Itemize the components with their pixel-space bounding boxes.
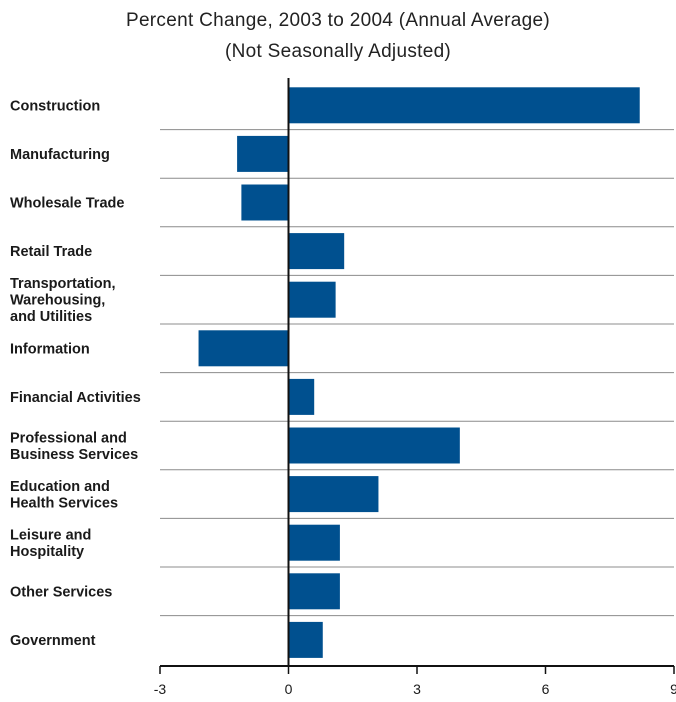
category-label: Other Services: [10, 584, 112, 600]
bar: [288, 573, 340, 610]
category-label: Manufacturing: [10, 147, 110, 163]
x-tick-label: 9: [670, 681, 676, 697]
chart-subtitle: (Not Seasonally Adjusted): [224, 41, 452, 62]
category-label: Information: [10, 341, 90, 357]
x-tick-label: -3: [154, 681, 167, 697]
category-label: Education and Health Services: [10, 479, 118, 512]
category-label: Leisure and Hospitality: [10, 527, 91, 560]
bar: [288, 233, 345, 270]
x-tick-label: 6: [542, 681, 550, 697]
bar: [288, 427, 460, 464]
bar: [288, 621, 323, 658]
category-label: Retail Trade: [10, 244, 92, 260]
category-label: Financial Activities: [10, 390, 141, 406]
category-label: Professional and Business Services: [10, 430, 138, 463]
bar: [288, 87, 640, 124]
bar: [288, 281, 336, 318]
bar: [237, 135, 289, 172]
x-tick-label: 3: [413, 681, 421, 697]
bar: [241, 184, 289, 221]
x-tick-label: 0: [285, 681, 293, 697]
bar: [288, 476, 379, 513]
category-label: Wholesale Trade: [10, 196, 124, 212]
chart-title: Percent Change, 2003 to 2004 (Annual Ave…: [125, 10, 551, 31]
category-label: Construction: [10, 98, 100, 114]
bar: [288, 378, 315, 415]
bar: [198, 330, 289, 367]
category-label: Transportation, Warehousing, and Utilities: [10, 276, 116, 325]
category-label: Government: [10, 633, 96, 649]
bar: [288, 524, 340, 561]
